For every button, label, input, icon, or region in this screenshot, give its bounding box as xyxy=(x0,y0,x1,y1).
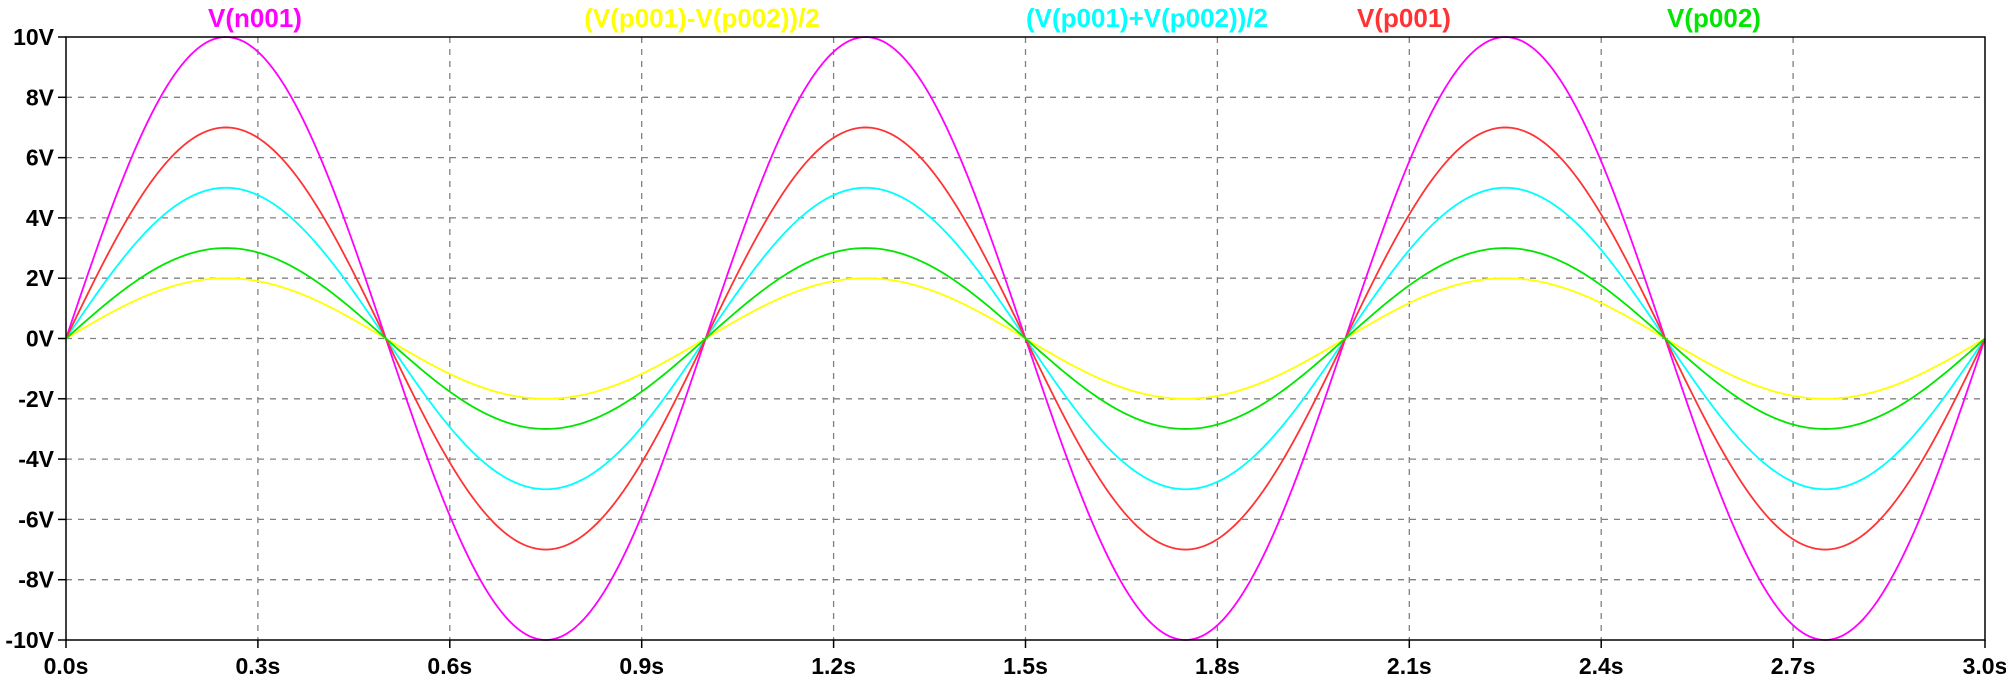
series-line-4 xyxy=(65,247,1986,430)
axis-ticks: 0.0s 0.3s 0.6s 0.9s 1.2s 1.5s 1.8s 2.1s 2.4s 2.7s… xyxy=(5,24,2006,679)
y-tick-label: -2V xyxy=(18,386,54,412)
x-tick-label: 0.3s xyxy=(236,653,281,679)
y-tick-label: -10V xyxy=(5,627,54,653)
x-tick-label: 1.2s xyxy=(811,653,856,679)
y-tick-label: -4V xyxy=(18,446,54,472)
y-tick-label: 10V xyxy=(13,24,55,50)
y-tick-label: -6V xyxy=(18,506,54,532)
x-tick-label: 1.5s xyxy=(1003,653,1048,679)
x-tick-label: 2.4s xyxy=(1579,653,1624,679)
x-tick-label: 0.9s xyxy=(619,653,664,679)
y-tick-label: 2V xyxy=(26,265,55,291)
x-tick-label: 0.0s xyxy=(44,653,89,679)
x-tick-label: 0.6s xyxy=(427,653,472,679)
y-tick-label: 4V xyxy=(26,205,55,231)
legend-label-4: V(p002) xyxy=(1667,3,1761,33)
legend-label-3: V(p001) xyxy=(1357,3,1451,33)
series-layer xyxy=(65,36,1986,641)
legend-label-2: (V(p001)+V(p002))/2 xyxy=(1026,3,1268,33)
x-tick-label: 2.1s xyxy=(1387,653,1432,679)
x-tick-label: 1.8s xyxy=(1195,653,1240,679)
y-tick-label: 8V xyxy=(26,84,55,110)
y-tick-label: -8V xyxy=(18,567,54,593)
x-tick-label: 3.0s xyxy=(1963,653,2006,679)
legend-label-1: (V(p001)-V(p002))/2 xyxy=(584,3,820,33)
x-tick-label: 2.7s xyxy=(1771,653,1816,679)
grid xyxy=(66,37,1985,640)
y-tick-label: 6V xyxy=(26,145,55,171)
legend: V(n001) (V(p001)-V(p002))/2 (V(p001)+V(p00… xyxy=(208,3,1761,33)
y-tick-label: 0V xyxy=(26,326,55,352)
legend-label-0: V(n001) xyxy=(208,3,302,33)
